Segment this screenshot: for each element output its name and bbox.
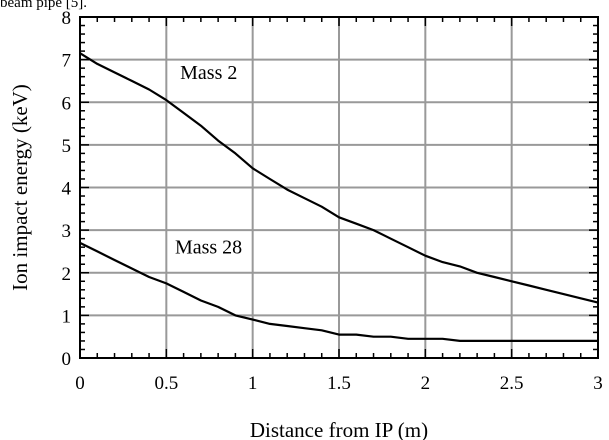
x-axis-title: Distance from IP (m) xyxy=(250,418,428,440)
y-tick-label: 8 xyxy=(62,8,72,29)
series-labels: Mass 2 Mass 28 xyxy=(175,62,242,259)
x-tick-label: 1 xyxy=(248,373,258,394)
y-tick-label: 1 xyxy=(62,306,72,327)
series-line-mass-28 xyxy=(79,241,598,342)
x-tick-label: 0.5 xyxy=(154,373,178,394)
y-tick-label: 7 xyxy=(62,51,72,72)
plot-frame xyxy=(79,16,599,359)
x-tick-label: 2 xyxy=(421,373,431,394)
series-lines xyxy=(79,52,599,342)
series-label-mass-28: Mass 28 xyxy=(175,237,242,259)
series-line-mass-2 xyxy=(79,52,599,304)
grid-lines xyxy=(80,17,598,358)
series-label-mass-2: Mass 2 xyxy=(180,62,237,84)
x-tick-label: 0 xyxy=(75,373,85,394)
y-tick-label: 4 xyxy=(62,179,72,200)
y-tick-label: 3 xyxy=(62,221,72,242)
y-tick-label: 5 xyxy=(62,136,72,157)
x-tick-label: 2.5 xyxy=(500,373,524,394)
x-tick-label: 1.5 xyxy=(327,373,351,394)
y-tick-label: 0 xyxy=(62,349,72,370)
y-tick-label: 6 xyxy=(62,93,72,114)
tick-labels: 0 0.5 1 1.5 2 2.5 3 0 1 2 3 4 5 6 7 8 xyxy=(62,8,603,394)
top-text-fragment: beam pipe [5]. xyxy=(0,0,87,11)
y-axis-title: Ion impact energy (keV) xyxy=(8,84,32,291)
y-tick-label: 2 xyxy=(62,264,72,285)
x-tick-label: 3 xyxy=(593,373,603,394)
